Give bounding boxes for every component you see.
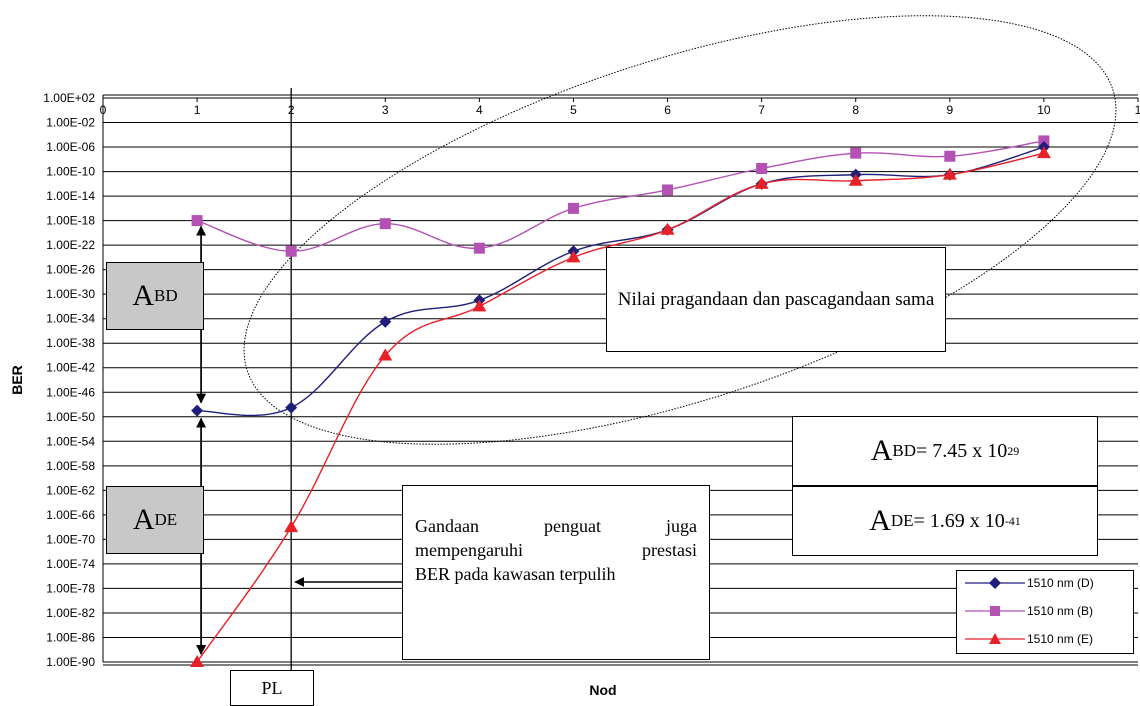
y-tick-label: 1.00E-90 (46, 655, 95, 669)
annotation-arrows (196, 88, 402, 700)
data-point-triangle (942, 167, 957, 180)
legend-item-b: 1510 nm (B) (965, 601, 1093, 621)
formula-abd: A BD = 7.45 x 10 29 (792, 416, 1098, 486)
data-point-diamond (191, 404, 204, 417)
data-point-square (473, 242, 485, 254)
data-point-square (567, 202, 579, 214)
ade-main: A (132, 503, 155, 536)
chart-legend: 1510 nm (D) 1510 nm (B) 1510 nm (E) (956, 570, 1134, 654)
series-line (196, 152, 1045, 663)
data-point-triangle (378, 348, 393, 361)
y-tick-label: 1.00E+02 (43, 91, 95, 105)
legend-marker-triangle (965, 633, 1025, 644)
x-tick-label: 0 (100, 103, 107, 117)
data-point-triangle (472, 299, 487, 312)
data-point-diamond (285, 401, 298, 414)
x-tick-label: 6 (664, 103, 671, 117)
y-tick-label: 1.00E-10 (46, 165, 95, 179)
data-point-square (379, 218, 391, 230)
gain-note: Gandaan penguat juga mempengaruhi presta… (402, 485, 710, 660)
y-tick-label: 1.00E-66 (46, 508, 95, 522)
y-tick-label: 1.00E-26 (46, 263, 95, 277)
series-line (197, 146, 1045, 417)
gain-note-line2: mempengaruhi prestasi (415, 540, 697, 560)
data-point-triangle (754, 176, 769, 189)
series-1510-nm-b- (191, 135, 1050, 257)
data-point-square (662, 184, 674, 196)
series-group (190, 135, 1051, 667)
data-point-triangle (190, 655, 205, 667)
data-point-square (944, 150, 956, 162)
data-point-triangle (660, 222, 675, 235)
data-point-square (756, 163, 768, 174)
x-tick-label: 8 (852, 103, 859, 117)
equal-values-note: Nilai pragandaan dan pascagandaan sama (606, 247, 946, 352)
formula-ade: A DE = 1.69 x 10 -41 (792, 486, 1098, 556)
x-tick-label: 10 (1037, 103, 1051, 117)
data-point-triangle (284, 520, 299, 533)
abd-main: A (132, 279, 155, 312)
x-tick-label: 1 (1135, 103, 1140, 117)
y-tick-label: 1.00E-50 (46, 410, 95, 424)
y-tick-label: 1.00E-42 (46, 361, 95, 375)
series-1510-nm-d- (191, 141, 1050, 417)
data-point-triangle (848, 173, 863, 186)
y-tick-label: 1.00E-46 (46, 385, 95, 399)
data-point-square (285, 245, 297, 257)
y-tick-label: 1.00E-38 (46, 336, 95, 350)
pl-label: PL (230, 670, 314, 706)
x-tick-label: 4 (476, 103, 483, 117)
data-point-diamond (379, 315, 392, 328)
y-tick-label: 1.00E-86 (46, 630, 95, 644)
series-line (196, 140, 1045, 252)
x-axis-title: Nod (589, 682, 616, 698)
x-tick-label: 7 (758, 103, 765, 117)
gain-note-line3: BER pada kawasan terpulih (415, 564, 616, 584)
data-point-square (191, 215, 203, 227)
data-point-triangle (1036, 146, 1051, 159)
legend-marker-diamond (965, 577, 1025, 589)
legend-item-e: 1510 nm (E) (965, 629, 1093, 649)
y-tick-label: 1.00E-82 (46, 606, 95, 620)
y-tick-label: 1.00E-74 (46, 557, 95, 571)
y-tick-label: 1.00E-02 (46, 116, 95, 130)
abd-sub: BD (154, 286, 178, 305)
x-tick-label: 1 (194, 103, 201, 117)
data-point-square (1038, 135, 1050, 147)
y-tick-label: 1.00E-14 (46, 189, 95, 203)
y-tick-labels: 1.00E+02 1.00E-02 1.00E-06 1.00E-10 1.00E-14… (43, 91, 95, 669)
legend-marker-square (965, 606, 1025, 616)
y-tick-label: 1.00E-54 (46, 434, 95, 448)
x-tick-label: 5 (570, 103, 577, 117)
legend-item-d: 1510 nm (D) (965, 573, 1094, 593)
y-axis-title: BER (9, 365, 25, 395)
grouping-ellipse (243, 15, 1117, 445)
x-tick-labels: 0123456789101 (100, 98, 1140, 117)
y-tick-label: 1.00E-78 (46, 581, 95, 595)
x-tick-label: 3 (382, 103, 389, 117)
y-tick-label: 1.00E-06 (46, 140, 95, 154)
y-tick-label: 1.00E-18 (46, 214, 95, 228)
gain-note-line1: Gandaan penguat juga (415, 516, 697, 536)
series-1510-nm-e- (190, 146, 1051, 667)
y-tick-label: 1.00E-22 (46, 238, 95, 252)
data-point-triangle (566, 250, 581, 263)
ade-sub: DE (154, 510, 178, 529)
y-tick-label: 1.00E-70 (46, 532, 95, 546)
data-point-square (850, 147, 862, 159)
ade-label-box: A DE (106, 486, 204, 554)
y-tick-label: 1.00E-34 (46, 312, 95, 326)
y-tick-label: 1.00E-62 (46, 483, 95, 497)
y-tick-label: 1.00E-58 (46, 459, 95, 473)
equal-values-text: Nilai pragandaan dan pascagandaan sama (617, 288, 935, 310)
x-tick-label: 9 (946, 103, 953, 117)
abd-label-box: A BD (106, 262, 204, 330)
y-tick-label: 1.00E-30 (46, 287, 95, 301)
